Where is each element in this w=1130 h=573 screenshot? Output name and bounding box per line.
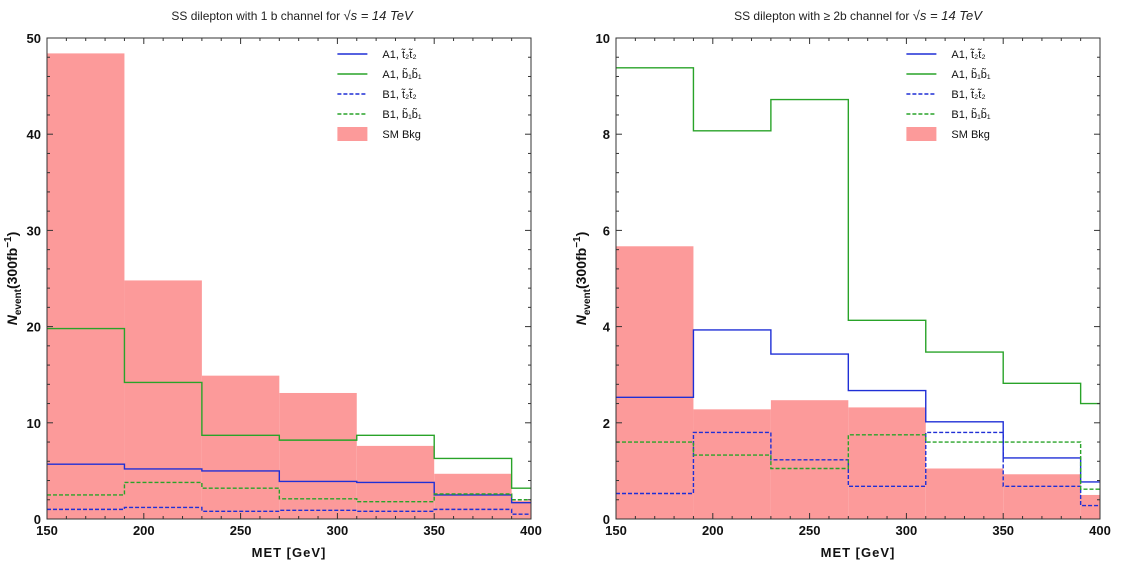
y-tick-label: 4 <box>603 320 611 335</box>
y-tick-label: 10 <box>596 31 610 46</box>
series-line-3 <box>47 506 531 515</box>
x-tick-label: 200 <box>133 523 155 538</box>
legend-label-1: A1, t̃₂t̃₂ <box>951 48 985 61</box>
series-line-1 <box>616 329 1100 483</box>
legend-label-4: B1, b̃₁b̃₁ <box>951 108 991 121</box>
y-label-sub: event <box>582 288 593 315</box>
y-axis-label: Nevent(300fb−1) <box>572 232 593 326</box>
bkg-bar <box>693 409 771 519</box>
title-math: √s = 14 TeV <box>913 8 983 23</box>
x-tick-label: 300 <box>896 523 918 538</box>
y-tick-label: 50 <box>27 31 41 46</box>
y-tick-label: 30 <box>27 223 41 238</box>
x-tick-label: 350 <box>992 523 1014 538</box>
y-label-sup: −1 <box>572 236 583 248</box>
x-tick-label: 250 <box>799 523 821 538</box>
x-tick-label: 350 <box>423 523 445 538</box>
x-axis-label: MET [GeV] <box>252 545 327 560</box>
y-tick-label: 2 <box>603 416 610 431</box>
bkg-bar <box>47 53 125 519</box>
plot-frame <box>46 37 532 520</box>
legend-swatch-bkg <box>906 127 937 141</box>
y-tick-label: 6 <box>603 223 610 238</box>
y-tick-label: 0 <box>603 512 610 527</box>
bkg-bar <box>124 280 202 519</box>
chart-title: SS dilepton with 1 b channel for √s = 14… <box>171 8 414 23</box>
series-line-4 <box>616 434 1100 490</box>
y-tick-label: 0 <box>34 512 41 527</box>
legend-label-bkg: SM Bkg <box>951 129 990 141</box>
bkg-bar <box>925 468 1004 519</box>
y-label-rest: (300fb <box>4 248 20 289</box>
y-label-close: ) <box>4 232 20 237</box>
series-line-1 <box>47 463 531 504</box>
series-line-2 <box>616 67 1100 405</box>
title-text: SS dilepton with ≥ 2b channel for <box>734 9 913 23</box>
bkg-bar <box>1003 474 1081 519</box>
bkg-bar <box>511 500 531 519</box>
x-tick-label: 250 <box>230 523 252 538</box>
chart-panel-2: 0 2 4 6 8 10 150 200 250 300 350 400 MET [GeV] Nevent… <box>572 8 1111 560</box>
y-label-close: ) <box>573 232 589 237</box>
bkg-bar <box>434 473 512 519</box>
bkg-bar <box>848 407 926 519</box>
legend-label-4: B1, b̃₁b̃₁ <box>382 108 422 121</box>
title-text: SS dilepton with 1 b channel for <box>171 9 343 23</box>
legend-label-2: A1, b̃₁b̃₁ <box>951 68 991 81</box>
y-tick-label: 8 <box>603 127 610 142</box>
chart-panel-1: 0 10 20 30 40 50 150 200 250 300 350 400 MET [GeV] Ne… <box>3 8 542 560</box>
y-tick-label: 40 <box>27 127 41 142</box>
legend-swatch-bkg <box>337 127 368 141</box>
y-label-main: N <box>573 314 589 325</box>
y-tick-label: 10 <box>27 416 41 431</box>
x-tick-label: 150 <box>605 523 627 538</box>
series-line-3 <box>616 431 1100 507</box>
legend-label-2: A1, b̃₁b̃₁ <box>382 68 422 81</box>
y-label-sup: −1 <box>3 236 14 248</box>
y-label-main: N <box>4 314 20 325</box>
bkg-bar <box>616 246 694 519</box>
legend-label-3: B1, t̃₂t̃₂ <box>382 88 416 101</box>
chart-title: SS dilepton with ≥ 2b channel for √s = 1… <box>734 8 983 23</box>
y-label-sub: event <box>13 288 24 315</box>
plot-frame <box>615 37 1101 520</box>
x-tick-label: 200 <box>702 523 724 538</box>
y-axis-label: Nevent(300fb−1) <box>3 232 24 326</box>
x-tick-label: 400 <box>1089 523 1111 538</box>
series-line-4 <box>47 481 531 503</box>
y-tick-label: 20 <box>27 320 41 335</box>
y-label-rest: (300fb <box>573 248 589 289</box>
bkg-bar <box>201 375 280 519</box>
x-axis-label: MET [GeV] <box>821 545 896 560</box>
x-tick-label: 400 <box>520 523 542 538</box>
legend-label-3: B1, t̃₂t̃₂ <box>951 88 985 101</box>
legend-label-bkg: SM Bkg <box>382 129 421 141</box>
x-tick-label: 300 <box>327 523 349 538</box>
legend-label-1: A1, t̃₂t̃₂ <box>382 48 416 61</box>
x-tick-label: 150 <box>36 523 58 538</box>
series-line-2 <box>47 327 531 489</box>
title-math: √s = 14 TeV <box>343 8 413 23</box>
bkg-bar <box>279 392 357 519</box>
bkg-bar <box>1080 494 1100 519</box>
